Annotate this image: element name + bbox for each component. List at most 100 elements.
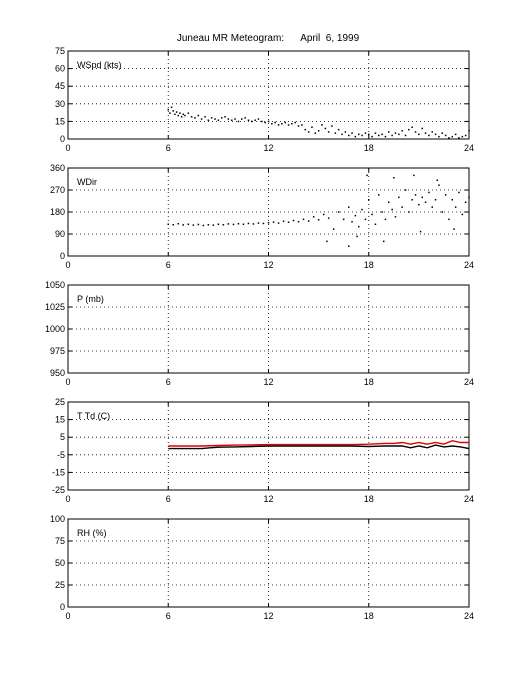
data-point xyxy=(321,124,323,126)
y-tick-label: 0 xyxy=(60,602,65,612)
data-point xyxy=(297,125,300,127)
data-point xyxy=(444,134,447,137)
data-point xyxy=(197,114,200,117)
data-point xyxy=(381,133,383,136)
data-point xyxy=(180,116,183,118)
data-point xyxy=(421,127,423,130)
y-tick-label: 975 xyxy=(50,346,65,356)
data-point xyxy=(451,135,453,138)
data-point xyxy=(327,131,330,133)
data-point xyxy=(464,201,467,203)
data-point xyxy=(174,113,176,116)
data-point xyxy=(234,118,236,120)
y-tick-label: 25 xyxy=(55,397,65,407)
data-point xyxy=(342,218,345,221)
data-point xyxy=(388,201,390,203)
data-point xyxy=(394,216,397,218)
data-point xyxy=(398,133,400,136)
data-point xyxy=(212,224,215,226)
data-point xyxy=(167,223,169,225)
y-tick-label: 0 xyxy=(60,134,65,144)
data-point xyxy=(227,118,230,120)
x-tick-label: 0 xyxy=(65,143,70,153)
panel-4: 0 6 12 18 24 0 25 50 75 100 RH (%) xyxy=(50,514,474,621)
data-point xyxy=(358,133,360,136)
data-point xyxy=(413,174,415,177)
panel-label: T Td (C) xyxy=(77,411,110,421)
data-point xyxy=(307,131,310,133)
data-point xyxy=(317,219,320,221)
data-point xyxy=(391,134,393,137)
x-tick-label: 18 xyxy=(364,260,374,270)
panel-label: RH (%) xyxy=(77,528,107,538)
data-point xyxy=(177,114,179,117)
data-point xyxy=(281,123,283,125)
data-point xyxy=(458,191,460,194)
data-point xyxy=(274,121,276,124)
x-tick-label: 18 xyxy=(364,611,374,621)
data-point xyxy=(254,119,256,121)
data-point xyxy=(177,223,179,225)
data-point xyxy=(207,224,210,226)
data-point xyxy=(364,132,367,134)
data-point xyxy=(277,222,280,224)
data-point xyxy=(454,133,457,136)
y-tick-label: 100 xyxy=(50,514,65,524)
panel-label: WSpd (kts) xyxy=(77,60,122,70)
data-point xyxy=(434,133,437,136)
data-point xyxy=(348,245,350,247)
data-point xyxy=(428,134,430,137)
data-point xyxy=(167,108,169,111)
data-point xyxy=(398,196,400,199)
data-point xyxy=(391,208,393,211)
data-point xyxy=(282,220,285,222)
data-point xyxy=(210,117,213,119)
data-point xyxy=(311,126,313,128)
data-point xyxy=(401,206,403,208)
y-tick-label: 15 xyxy=(55,415,65,425)
data-point xyxy=(200,118,203,120)
data-point xyxy=(237,223,240,225)
data-point xyxy=(438,184,440,186)
data-point xyxy=(374,132,377,134)
data-point xyxy=(304,128,306,131)
y-tick-label: 270 xyxy=(50,185,65,195)
data-point xyxy=(348,206,350,208)
data-point xyxy=(287,124,290,126)
data-point xyxy=(358,225,360,228)
y-tick-label: 1000 xyxy=(45,324,65,334)
data-point xyxy=(264,121,266,124)
data-point xyxy=(384,218,387,221)
y-tick-label: 30 xyxy=(55,99,65,109)
x-tick-label: 12 xyxy=(263,494,273,504)
data-point xyxy=(361,134,363,137)
data-point xyxy=(291,123,293,125)
data-point xyxy=(242,223,245,225)
data-point xyxy=(383,240,385,243)
chart-title: Juneau MR Meteogram: April 6, 1999 xyxy=(176,33,360,44)
x-tick-label: 24 xyxy=(464,377,474,387)
data-point xyxy=(302,218,305,221)
data-point xyxy=(348,134,350,137)
data-point xyxy=(214,118,216,120)
x-tick-label: 24 xyxy=(464,494,474,504)
data-point xyxy=(381,211,383,213)
data-point xyxy=(354,135,357,138)
data-point xyxy=(317,130,320,132)
data-point xyxy=(361,208,363,211)
data-point xyxy=(324,127,327,130)
data-point xyxy=(322,213,325,216)
data-point xyxy=(284,121,286,124)
data-point xyxy=(187,112,190,114)
data-point xyxy=(431,131,433,133)
data-point xyxy=(231,119,233,121)
y-tick-label: 15 xyxy=(55,116,65,126)
data-point xyxy=(172,224,174,226)
x-tick-label: 0 xyxy=(65,260,70,270)
data-point xyxy=(414,194,417,196)
data-point xyxy=(301,124,303,126)
data-point xyxy=(378,134,380,137)
data-point xyxy=(341,133,343,136)
data-point xyxy=(424,201,427,203)
